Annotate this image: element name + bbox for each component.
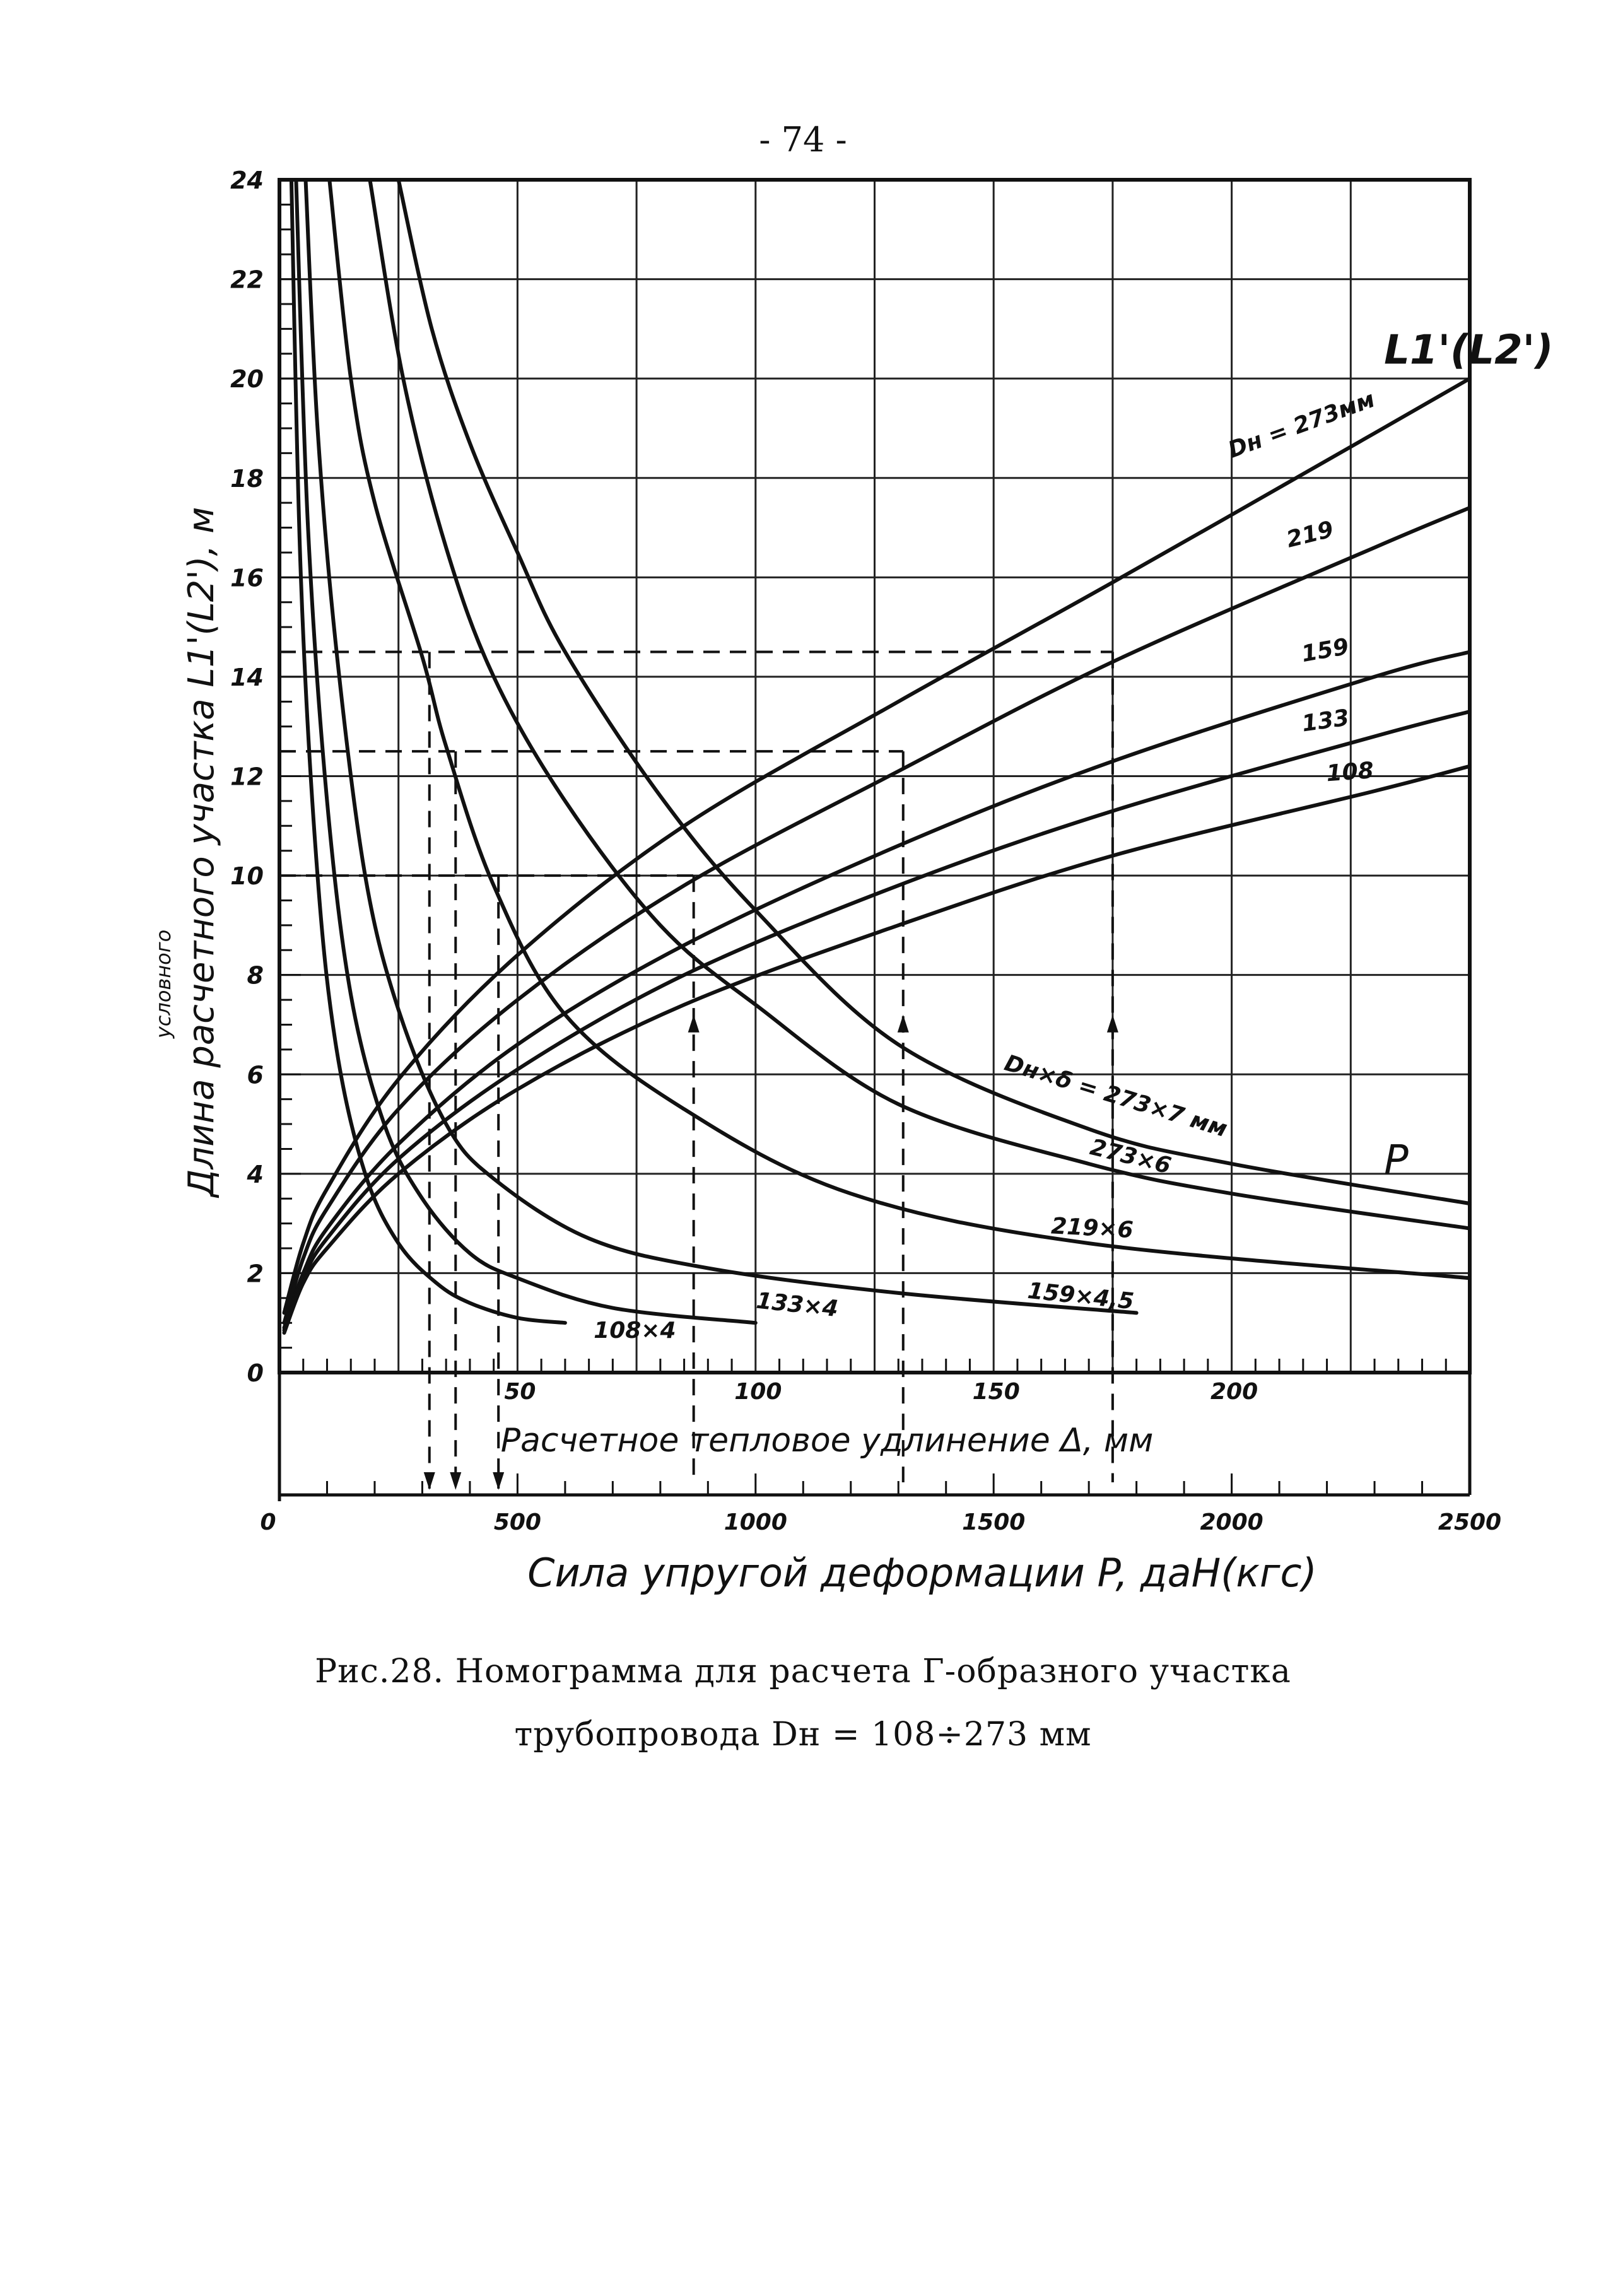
series-label: Dн×δ = 273×7 мм [1002,1050,1231,1142]
force-tick-label: 500 [494,1509,541,1535]
y-axis-title-top: условного [151,930,175,1039]
y-tick-label: 10 [230,862,264,890]
arrow-head [450,1472,462,1490]
series-line [327,178,1472,1280]
series-line [396,178,1472,1206]
axis-ticks [278,179,1471,1495]
delta-tick-label: 150 [973,1379,1020,1405]
series-label: Dн = 273мм [1225,387,1378,464]
series-line [368,178,1472,1231]
y-tick-label: 22 [230,266,264,294]
series-line [303,178,1139,1315]
series-label: 219 [1284,517,1336,553]
series-label: 159×4,5 [1026,1278,1135,1315]
arrow-head [1106,1014,1118,1033]
arrow-head [688,1014,700,1033]
force-tick-label: 0 [260,1509,276,1535]
page-number: - 74 - [759,120,847,160]
series-label: 133 [1300,705,1351,737]
y-tick-label: 0 [247,1359,264,1387]
arrow-head [423,1472,435,1490]
group-label-L: L1'(L2') [1384,327,1553,374]
y-tick-label: 14 [230,664,264,691]
y-tick-label: 20 [230,365,264,393]
y-tick-label: 2 [247,1260,264,1287]
series-line [282,650,1472,1330]
force-tick-label: 1500 [962,1509,1025,1535]
series-label: 219×6 [1050,1213,1134,1243]
y-tick-label: 18 [230,465,264,493]
series-line [294,178,758,1325]
y-tick-label: 16 [230,564,264,592]
y-tick-label: 12 [230,763,264,791]
figure-caption-line2: трубопровода Dн = 108÷273 мм [514,1716,1092,1754]
delta-tick-label: 50 [504,1379,536,1405]
series-line [282,506,1472,1325]
delta-tick-label: 200 [1210,1379,1258,1405]
force-tick-label: 2000 [1200,1509,1263,1535]
y-tick-label: 24 [230,167,264,194]
y-axis-title: Длина расчетного участка L1'(L2'), м [181,507,222,1199]
series-label: 159 [1299,634,1351,667]
series-label: 133×4 [755,1288,840,1322]
arrow-head [897,1014,909,1033]
curve-series [282,178,1472,1335]
grid-lines [279,180,1470,1373]
series-line [282,710,1472,1332]
y-tick-label: 6 [247,1061,264,1089]
force-tick-label: 2500 [1438,1509,1501,1535]
series-line [282,764,1472,1335]
example-dashed-lines [279,650,1118,1490]
series-label: 108×4 [594,1318,676,1344]
force-tick-label: 1000 [724,1509,787,1535]
delta-axis-title: Расчетное тепловое удлинение Δ, мм [501,1422,1154,1460]
series-line [289,178,567,1325]
group-label-P: P [1384,1137,1409,1184]
y-tick-label: 4 [247,1161,264,1188]
y-tick-label: 8 [247,962,264,990]
delta-tick-label: 100 [734,1379,782,1405]
force-axis-title: Сила упругой деформации P, даН(кгс) [527,1550,1317,1596]
figure-caption-line1: Рис.28. Номограмма для расчета Г-образно… [315,1653,1291,1690]
series-label: 108 [1325,758,1374,787]
arrow-head [493,1472,505,1490]
